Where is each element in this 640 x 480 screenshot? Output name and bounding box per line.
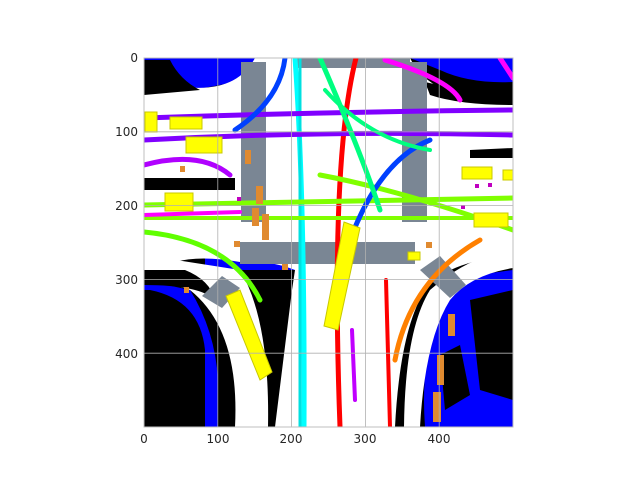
offroad-area <box>470 148 513 158</box>
trajectory <box>144 210 242 217</box>
x-tick-label: 400 <box>428 432 451 446</box>
axes-frame <box>143 57 514 428</box>
y-axis: 0 100 200 300 400 <box>115 51 138 361</box>
crosswalk <box>240 242 415 264</box>
pedestrian <box>245 150 251 164</box>
trajectory <box>350 328 357 402</box>
pedestrian <box>426 242 432 248</box>
y-tick-label: 400 <box>115 347 138 361</box>
marker <box>461 205 465 209</box>
y-tick-label: 300 <box>115 273 138 287</box>
x-axis: 0 100 200 300 400 <box>140 432 450 446</box>
offroad-area <box>470 290 513 400</box>
vehicle <box>225 289 273 381</box>
trajectory <box>144 156 233 178</box>
x-tick-label: 0 <box>140 432 148 446</box>
trajectory <box>497 58 513 81</box>
pedestrian <box>262 214 269 240</box>
vehicle <box>323 221 361 331</box>
pedestrian <box>180 166 185 172</box>
trajectory <box>392 237 483 363</box>
pedestrian <box>448 314 455 336</box>
y-tick-label: 200 <box>115 199 138 213</box>
offroad-area <box>144 290 205 427</box>
parking-area <box>410 58 513 83</box>
grid-lines <box>144 58 513 427</box>
vehicle <box>164 192 194 212</box>
vehicle <box>407 251 421 261</box>
crosswalk <box>202 276 240 308</box>
vehicle <box>502 169 513 181</box>
pedestrian <box>184 287 189 293</box>
markers <box>237 183 492 209</box>
x-tick-label: 300 <box>354 432 377 446</box>
offroad-area <box>144 178 235 190</box>
pedestrian <box>282 264 288 270</box>
vehicle <box>169 116 203 130</box>
trajectory <box>144 195 513 208</box>
y-tick-label: 100 <box>115 125 138 139</box>
x-tick-label: 100 <box>207 432 230 446</box>
map-canvas <box>144 58 513 427</box>
offroad-area <box>440 345 470 410</box>
x-tick-label: 200 <box>280 432 303 446</box>
pedestrian <box>437 355 444 385</box>
pedestrians <box>180 150 455 422</box>
crosswalk <box>420 256 466 298</box>
offroad-area <box>144 270 215 300</box>
trajectory <box>347 137 433 243</box>
vehicle <box>473 212 509 228</box>
trajectory <box>144 229 263 303</box>
trajectory <box>232 58 288 133</box>
marker <box>237 197 241 201</box>
pedestrian <box>433 392 441 422</box>
y-tick-label: 0 <box>130 51 138 65</box>
vehicle <box>144 111 158 133</box>
pedestrian <box>252 208 259 226</box>
vehicle <box>461 166 493 180</box>
offroad-area <box>144 60 200 95</box>
trajectory <box>144 107 513 121</box>
vehicles <box>144 111 513 381</box>
vehicle <box>185 136 223 154</box>
trajectory <box>323 88 432 152</box>
pedestrian <box>256 186 263 204</box>
marker <box>488 183 492 187</box>
pedestrian <box>234 241 240 247</box>
marker <box>475 184 479 188</box>
trajectory <box>292 58 307 427</box>
trajectory <box>382 58 463 103</box>
trajectory <box>317 58 383 213</box>
